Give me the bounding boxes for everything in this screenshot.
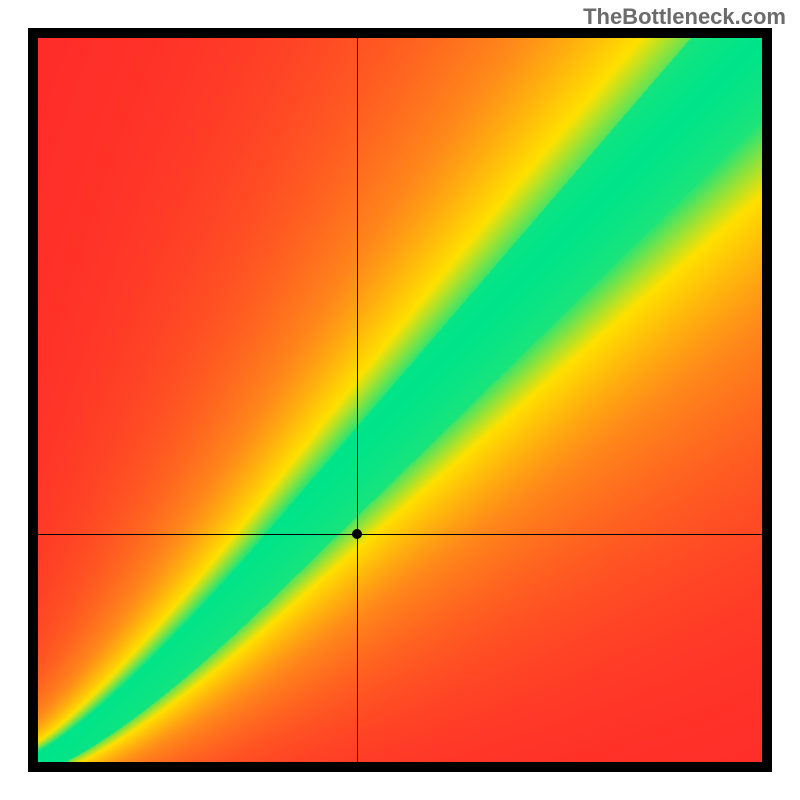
- watermark-label: TheBottleneck.com: [583, 4, 786, 30]
- heatmap-canvas: [38, 38, 762, 762]
- chart-container: TheBottleneck.com: [0, 0, 800, 800]
- plot-area: [38, 38, 762, 762]
